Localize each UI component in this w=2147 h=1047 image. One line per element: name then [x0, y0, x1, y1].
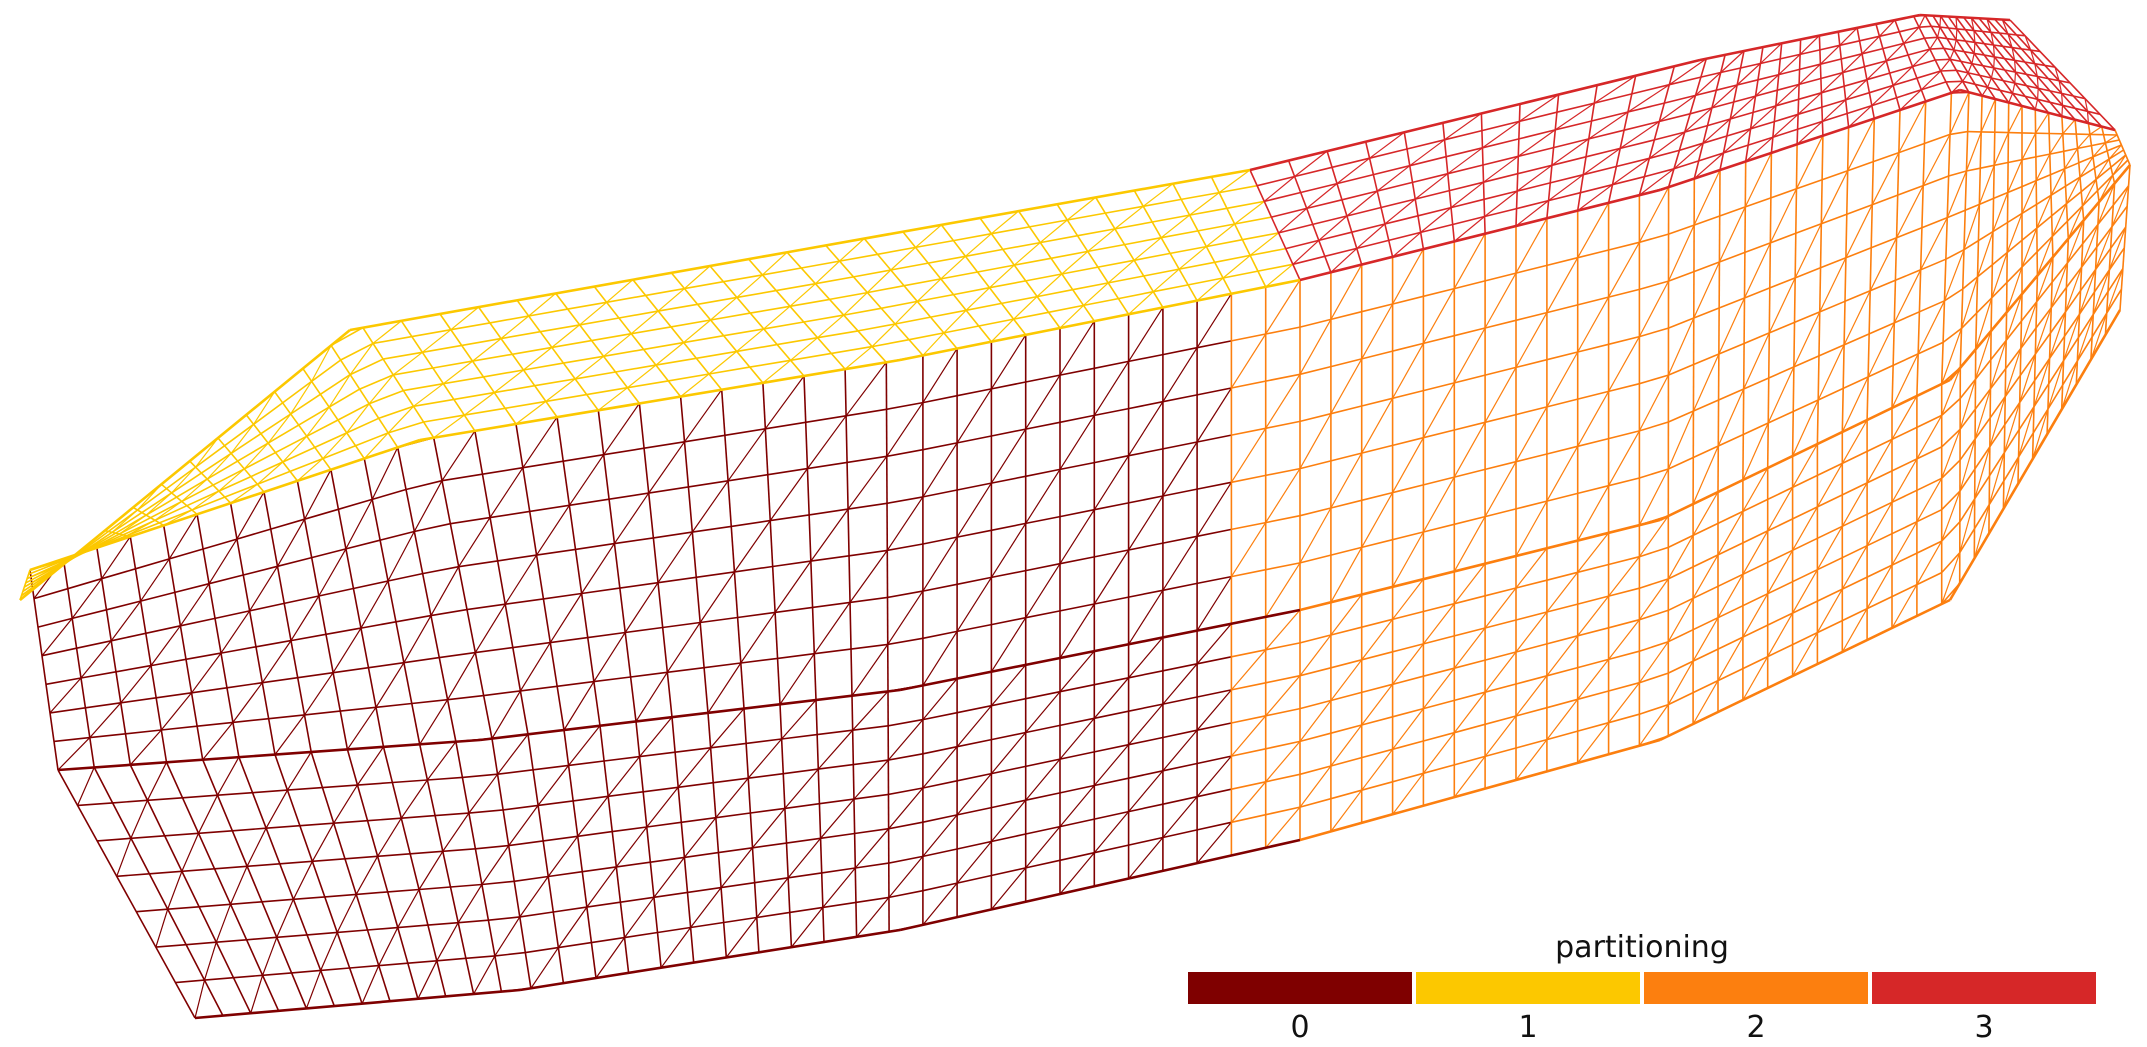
legend-title: partitioning [1555, 930, 1729, 965]
legend-swatch-1 [1416, 972, 1640, 1004]
legend-tick-3: 3 [1974, 1010, 1994, 1045]
legend-colorbar [1188, 972, 2096, 1004]
legend-ticks: 0 1 2 3 [1188, 1010, 2096, 1046]
legend-tick-1: 1 [1518, 1010, 1538, 1045]
legend-tick-2: 2 [1746, 1010, 1766, 1045]
partitioning-legend: partitioning 0 1 2 3 [1188, 930, 2096, 1047]
hull-wireframe-mesh [19, 13, 2131, 1020]
legend-tick-0: 0 [1290, 1010, 1310, 1045]
legend-swatch-3 [1872, 972, 2096, 1004]
legend-swatch-2 [1644, 972, 1868, 1004]
legend-swatch-0 [1188, 972, 1412, 1004]
